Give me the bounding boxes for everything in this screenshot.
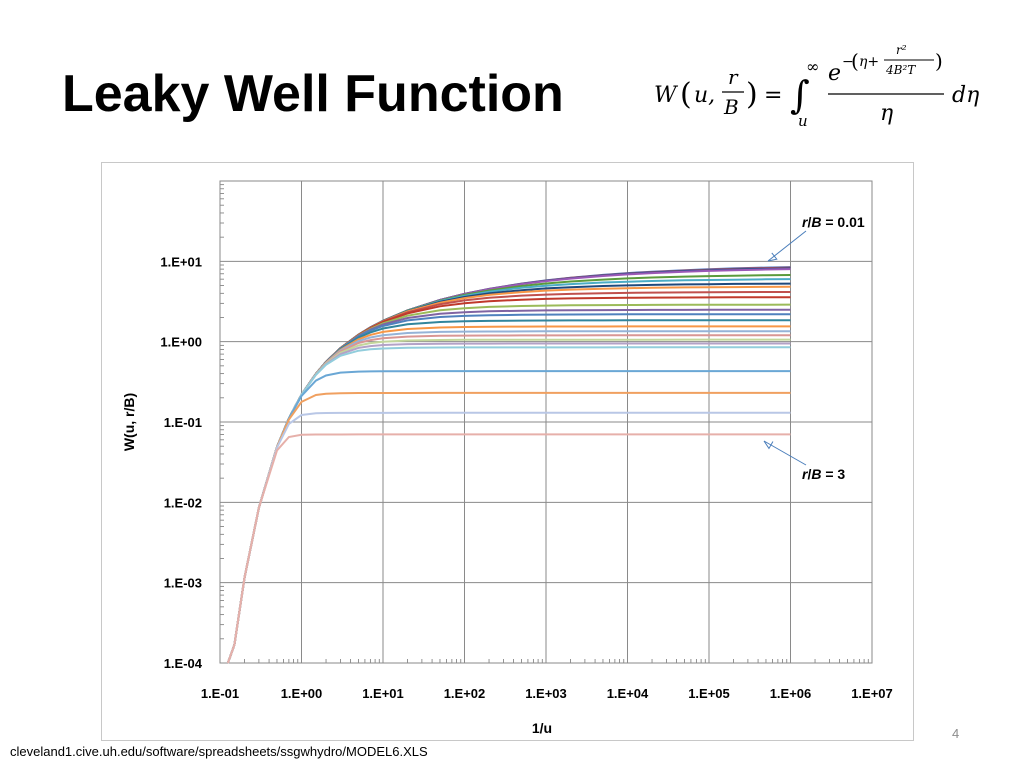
formula-rparen: ) [746,77,758,112]
x-axis-label: 1/u [532,720,552,736]
formula-integral: ∫ [790,73,810,117]
leaky-well-formula: W ( u, r B ) = ∫ ∞ u e − ( η+ r² 4B²T ) … [654,43,979,130]
x-tick-label: 1.E+00 [281,686,323,701]
annotation-label-2: r/B = 3 [802,466,845,482]
formula-exp-frac-num: r² [896,43,907,57]
x-tick-label: 1.E+01 [362,686,404,701]
formula-equals: = [764,83,782,108]
y-tick-label: 1.E-04 [164,656,203,671]
annotation-label-1: r/B = 0.01 [802,214,865,230]
x-tick-label: 1.E+05 [688,686,730,701]
formula-u: u, [694,83,715,108]
formula-exp-eta: η+ [859,54,879,70]
formula-lower-limit: u [798,112,808,130]
formula-exp-rparen: ) [935,49,943,73]
annotation-arrowhead-1 [767,252,778,262]
formula-denominator: η [880,101,893,126]
y-tick-label: 1.E-03 [164,576,202,591]
formula-exp-lparen: ( [851,49,859,73]
formula-exp-base: e [828,61,841,86]
y-tick-label: 1.E+00 [160,335,202,350]
formula-differential: dη [952,83,979,108]
formula-ratio-num: r [728,65,739,89]
x-tick-label: 1.E+03 [525,686,567,701]
series-line-23 [226,411,791,664]
formula-upper-limit: ∞ [806,57,819,76]
chart-frame: 1.E-01 1.E+00 1.E+01 1.E+02 1.E+03 1.E+04 1.E+… [101,162,914,741]
formula-exp-prefix: − [842,54,854,70]
x-tick-label: 1.E+06 [770,686,812,701]
y-axis-label: W(u, r/B) [121,393,137,451]
x-tick-label: 1.E+07 [851,686,893,701]
formula-w: W [654,83,679,108]
slide-title: Leaky Well Function [62,65,564,123]
x-tick-label: 1.E+04 [607,686,649,701]
page-number: 4 [952,726,960,741]
formula-lparen: ( [680,77,692,112]
x-tick-label: 1.E-01 [201,686,239,701]
x-tick-label: 1.E+02 [444,686,486,701]
series-line-22 [226,391,791,664]
leaky-well-chart: 1.E-01 1.E+00 1.E+01 1.E+02 1.E+03 1.E+04 1.E+… [121,180,893,736]
y-tick-label: 1.E+01 [160,254,202,269]
formula-ratio-den: B [723,95,739,119]
formula-exp-frac-den: 4B²T [885,63,916,77]
annotation-arrowhead-2 [763,440,774,450]
source-url: cleveland1.cive.uh.edu/software/spreadsh… [10,744,428,759]
series-line-24 [226,433,791,664]
y-tick-label: 1.E-01 [164,415,202,430]
y-tick-label: 1.E-02 [164,495,202,510]
